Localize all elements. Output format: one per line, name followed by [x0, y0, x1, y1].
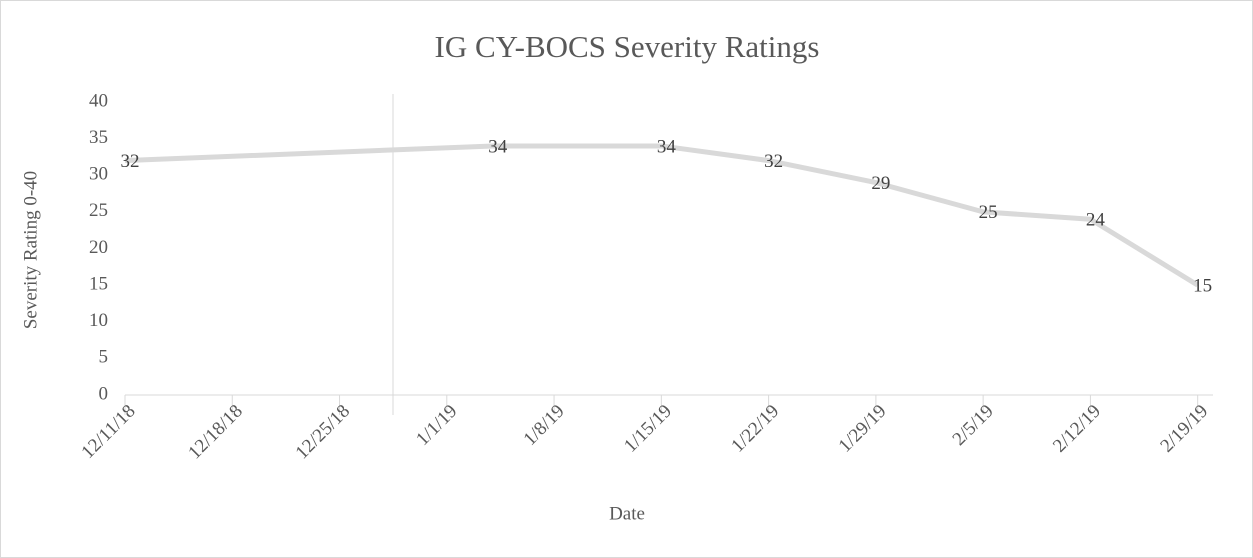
y-tick-label: 10: [89, 310, 108, 331]
data-label: 15: [1193, 275, 1212, 296]
x-axis-label: Date: [609, 503, 645, 524]
data-label: 32: [764, 151, 783, 172]
data-label: 34: [657, 136, 677, 157]
y-tick-label: 25: [89, 200, 108, 221]
y-tick-label: 0: [99, 383, 109, 404]
y-tick-label: 35: [89, 127, 108, 148]
line-series: [124, 143, 1199, 288]
data-label: 25: [979, 202, 998, 223]
y-tick-label: 40: [89, 90, 108, 111]
data-label: 24: [1086, 210, 1106, 231]
data-label: 32: [121, 151, 140, 172]
y-tick-label: 5: [99, 347, 109, 368]
chart-title: IG CY-BOCS Severity Ratings: [435, 29, 820, 64]
y-tick-label: 30: [89, 164, 108, 185]
y-axis-label: Severity Rating 0-40: [20, 171, 41, 329]
data-label: 29: [871, 173, 890, 194]
y-tick-label: 15: [89, 273, 108, 294]
y-tick-label: 20: [89, 237, 108, 258]
data-label: 34: [488, 136, 508, 157]
